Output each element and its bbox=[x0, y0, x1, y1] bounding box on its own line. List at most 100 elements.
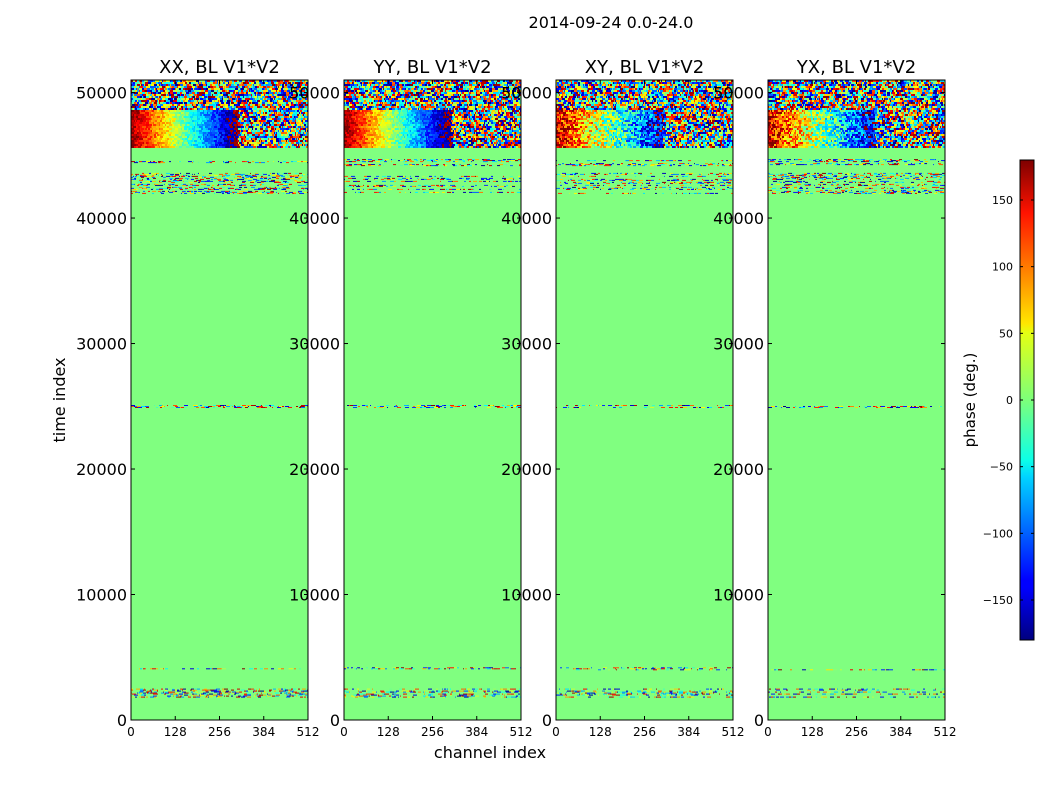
noise-cell bbox=[456, 690, 459, 692]
noise-cell bbox=[303, 693, 305, 695]
noise-cell bbox=[478, 668, 480, 670]
noise-cell bbox=[301, 180, 302, 182]
noise-cell bbox=[164, 132, 166, 134]
noise-cell bbox=[194, 116, 197, 118]
noise-cell bbox=[190, 98, 193, 100]
noise-cell bbox=[301, 86, 304, 88]
noise-cell bbox=[304, 86, 306, 88]
noise-cell bbox=[161, 161, 163, 163]
noise-cell bbox=[256, 98, 259, 100]
noise-cell bbox=[256, 146, 257, 148]
noise-cell bbox=[185, 98, 186, 100]
noise-cell bbox=[172, 128, 173, 130]
noise-cell bbox=[181, 407, 184, 408]
noise-cell bbox=[226, 174, 230, 176]
noise-cell bbox=[159, 184, 163, 186]
noise-cell bbox=[223, 86, 224, 88]
noise-cell bbox=[216, 128, 218, 130]
noise-cell bbox=[274, 122, 277, 124]
noise-cell bbox=[257, 144, 259, 146]
noise-cell bbox=[201, 186, 205, 188]
noise-cell bbox=[137, 124, 139, 126]
noise-cell bbox=[234, 184, 235, 186]
noise-cell bbox=[260, 177, 263, 179]
noise-cell bbox=[409, 668, 412, 670]
noise-cell bbox=[277, 126, 279, 128]
noise-cell bbox=[168, 187, 171, 189]
noise-cell bbox=[179, 177, 183, 179]
noise-cell bbox=[227, 192, 230, 194]
noise-cell bbox=[211, 161, 212, 163]
noise-cell bbox=[142, 668, 143, 670]
noise-cell bbox=[205, 104, 206, 106]
noise-cell bbox=[226, 86, 229, 88]
noise-cell bbox=[519, 690, 520, 692]
noise-cell bbox=[267, 116, 268, 118]
noise-cell bbox=[254, 188, 258, 190]
noise-cell bbox=[356, 185, 360, 187]
noise-cell bbox=[207, 104, 209, 106]
noise-cell bbox=[210, 176, 214, 178]
noise-cell bbox=[255, 172, 258, 174]
noise-cell bbox=[179, 88, 181, 90]
noise-cell bbox=[304, 138, 307, 140]
noise-cell bbox=[170, 173, 174, 175]
noise-cell bbox=[361, 668, 362, 670]
noise-cell bbox=[459, 180, 463, 182]
noise-cell bbox=[250, 98, 253, 100]
noise-cell bbox=[202, 114, 203, 116]
noise-cell bbox=[266, 114, 268, 116]
noise-cell bbox=[231, 122, 233, 124]
noise-cell bbox=[184, 128, 187, 130]
noise-cell bbox=[208, 108, 210, 110]
noise-cell bbox=[295, 110, 297, 112]
noise-cell bbox=[191, 96, 192, 98]
noise-cell bbox=[494, 694, 496, 696]
noise-cell bbox=[367, 693, 370, 695]
noise-cell bbox=[384, 184, 386, 186]
noise-cell bbox=[133, 98, 135, 100]
noise-cell bbox=[203, 692, 206, 694]
noise-cell bbox=[183, 104, 184, 106]
noise-cell bbox=[160, 84, 161, 86]
noise-cell bbox=[173, 142, 174, 144]
noise-cell bbox=[277, 80, 280, 82]
noise-cell bbox=[404, 159, 405, 161]
noise-cell bbox=[225, 405, 226, 406]
noise-cell bbox=[272, 172, 275, 174]
noise-cell bbox=[201, 140, 204, 142]
noise-cell bbox=[420, 406, 423, 407]
noise-cell bbox=[441, 188, 445, 190]
noise-cell bbox=[275, 134, 277, 136]
noise-cell bbox=[150, 122, 153, 124]
noise-cell bbox=[467, 695, 471, 697]
noise-cell bbox=[265, 407, 267, 408]
noise-cell bbox=[153, 116, 154, 118]
noise-cell bbox=[139, 92, 142, 94]
noise-cell bbox=[143, 190, 145, 192]
noise-cell bbox=[192, 184, 195, 186]
noise-cell bbox=[424, 690, 428, 692]
noise-cell bbox=[305, 112, 306, 114]
noise-cell bbox=[155, 88, 156, 90]
noise-cell bbox=[280, 120, 281, 122]
noise-cell bbox=[182, 128, 184, 130]
noise-cell bbox=[167, 82, 170, 84]
noise-cell bbox=[296, 100, 299, 102]
noise-cell bbox=[172, 142, 173, 144]
noise-cell bbox=[234, 177, 238, 179]
noise-cell bbox=[289, 134, 292, 136]
noise-cell bbox=[211, 90, 214, 92]
noise-cell bbox=[212, 142, 215, 144]
noise-cell bbox=[519, 177, 521, 179]
noise-cell bbox=[148, 692, 150, 694]
noise-cell bbox=[173, 90, 175, 92]
noise-cell bbox=[226, 84, 228, 86]
noise-cell bbox=[211, 98, 214, 100]
noise-cell bbox=[289, 120, 291, 122]
noise-cell bbox=[266, 98, 267, 100]
noise-cell bbox=[262, 106, 263, 108]
noise-cell bbox=[178, 696, 181, 698]
noise-cell bbox=[147, 136, 150, 138]
